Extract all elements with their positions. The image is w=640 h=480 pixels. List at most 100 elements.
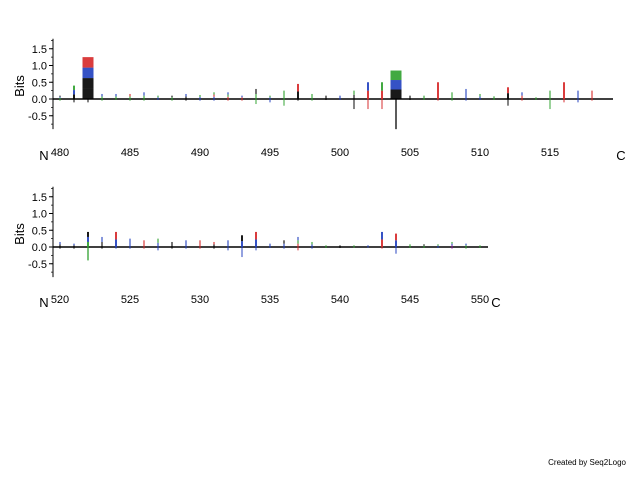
y-tick-label: 0.0	[32, 242, 47, 254]
logo-letter-stack-up	[451, 92, 453, 99]
logo-letter-stack-up	[73, 90, 75, 95]
logo-letter-stack-up	[171, 241, 173, 247]
logo-letter-stack-up	[563, 82, 565, 99]
logo-letter-stack-up	[241, 97, 243, 99]
logo-letter-stack-down	[325, 247, 327, 249]
logo-letter-stack-down	[465, 247, 467, 249]
logo-letter-stack-up	[255, 239, 257, 247]
logo-letter-stack-down	[297, 99, 299, 101]
x-tick-label: 550	[471, 294, 489, 306]
logo-letter-stack-up	[535, 97, 537, 99]
logo-letter-stack-up	[82, 67, 94, 79]
logo-letter-stack-down	[521, 99, 523, 101]
x-tick-label: 540	[331, 294, 349, 306]
logo-letter-stack-down	[241, 99, 243, 101]
logo-letter-stack-up	[269, 95, 271, 98]
logo-letter-stack-up	[227, 96, 229, 99]
n-terminus-label: N	[39, 148, 48, 163]
logo-letter-stack-up	[395, 240, 397, 247]
logo-letter-stack-up	[255, 93, 257, 99]
logo-letter-stack-down	[269, 247, 271, 249]
logo-letter-stack-up	[87, 241, 89, 247]
logo-letter-stack-down	[437, 99, 439, 101]
footer-credit: Created by Seq2Logo	[548, 458, 626, 467]
logo-letter-stack-down	[199, 99, 201, 101]
logo-letter-stack-down	[353, 99, 355, 110]
logo-letter-stack-up	[115, 96, 117, 99]
x-tick-label: 530	[191, 294, 209, 306]
logo-letter-stack-down	[157, 247, 159, 251]
logo-letter-stack-up	[269, 97, 271, 99]
logo-letter-stack-up	[157, 238, 159, 243]
logo-letter-stack-up	[311, 93, 313, 99]
logo-letter-stack-up	[479, 93, 481, 97]
logo-letter-stack-down	[479, 247, 481, 249]
logo-letter-stack-down	[185, 99, 187, 101]
logo-letter-stack-up	[143, 240, 145, 247]
logo-letter-stack-down	[283, 99, 285, 106]
logo-letter-stack-up	[521, 95, 523, 99]
logo-letter-stack-up	[213, 94, 215, 97]
logo-letter-stack-up	[129, 96, 131, 99]
logo-letter-stack-down	[535, 99, 537, 101]
logo-letter-stack-up	[297, 83, 299, 92]
logo-letter-stack-up	[409, 95, 411, 99]
logo-letter-stack-up	[59, 96, 61, 98]
logo-letter-stack-down	[241, 247, 243, 258]
logo-letter-stack-up	[213, 92, 215, 95]
logo-letter-stack-up	[115, 231, 117, 240]
x-tick-label: 535	[261, 294, 279, 306]
logo-letter-stack-up	[297, 243, 299, 247]
logo-letter-stack-up	[157, 242, 159, 247]
logo-letter-stack-down	[507, 99, 509, 106]
logo-letter-stack-up	[507, 93, 509, 99]
logo-letter-stack-down	[465, 99, 467, 101]
logo-letter-stack-down	[185, 247, 187, 249]
n-terminus-label: N	[39, 295, 48, 310]
y-tick-label: 0.5	[32, 225, 47, 237]
logo-letter-stack-down	[227, 99, 229, 101]
logo-letter-stack-down	[143, 247, 145, 249]
logo-letter-stack-down	[213, 99, 215, 101]
logo-letter-stack-up	[423, 244, 425, 246]
logo-letter-stack-down	[451, 247, 453, 249]
logo-letter-stack-up	[353, 245, 355, 247]
logo-letter-stack-up	[73, 245, 75, 247]
y-tick-label: 1.5	[32, 192, 47, 204]
logo-letter-stack-up	[325, 245, 327, 247]
logo-letter-stack-up	[390, 89, 402, 99]
logo-letter-stack-down	[213, 247, 215, 249]
logo-letter-stack-up	[381, 82, 383, 91]
logo-letter-stack-up	[129, 238, 131, 247]
logo-letter-stack-up	[255, 88, 257, 94]
x-tick-label: 500	[331, 147, 349, 159]
x-tick-label: 490	[191, 147, 209, 159]
logo-letter-stack-down	[549, 99, 551, 110]
logo-letter-stack-down	[577, 99, 579, 103]
logo-letter-stack-up	[297, 236, 299, 241]
logo-letter-stack-up	[269, 243, 271, 247]
logo-letter-stack-down	[283, 247, 285, 249]
logo-letter-stack-down	[381, 247, 383, 249]
logo-letter-stack-up	[199, 240, 201, 247]
x-tick-label: 545	[401, 294, 419, 306]
logo-letter-stack-up	[325, 95, 327, 99]
logo-letter-stack-up	[59, 241, 61, 245]
logo-letter-stack-up	[423, 95, 425, 99]
logo-letter-stack-down	[339, 99, 341, 101]
logo-letter-stack-up	[171, 95, 173, 98]
logo-letter-stack-down	[115, 99, 117, 101]
logo-letter-stack-down	[297, 247, 299, 251]
logo-letter-stack-up	[381, 239, 383, 247]
logo-letter-stack-up	[493, 96, 495, 99]
logo-letter-stack-up	[353, 94, 355, 99]
y-tick-label: -0.5	[28, 111, 47, 123]
logo-letter-stack-up	[591, 90, 593, 99]
logo-letter-stack-down	[409, 247, 411, 249]
c-terminus-label: C	[491, 295, 500, 310]
x-tick-label: 485	[121, 147, 139, 159]
logo-letter-stack-up	[423, 245, 425, 247]
logo-letter-stack-up	[311, 241, 313, 245]
logo-letter-stack-down	[423, 247, 425, 249]
logo-letter-stack-down	[563, 99, 565, 103]
